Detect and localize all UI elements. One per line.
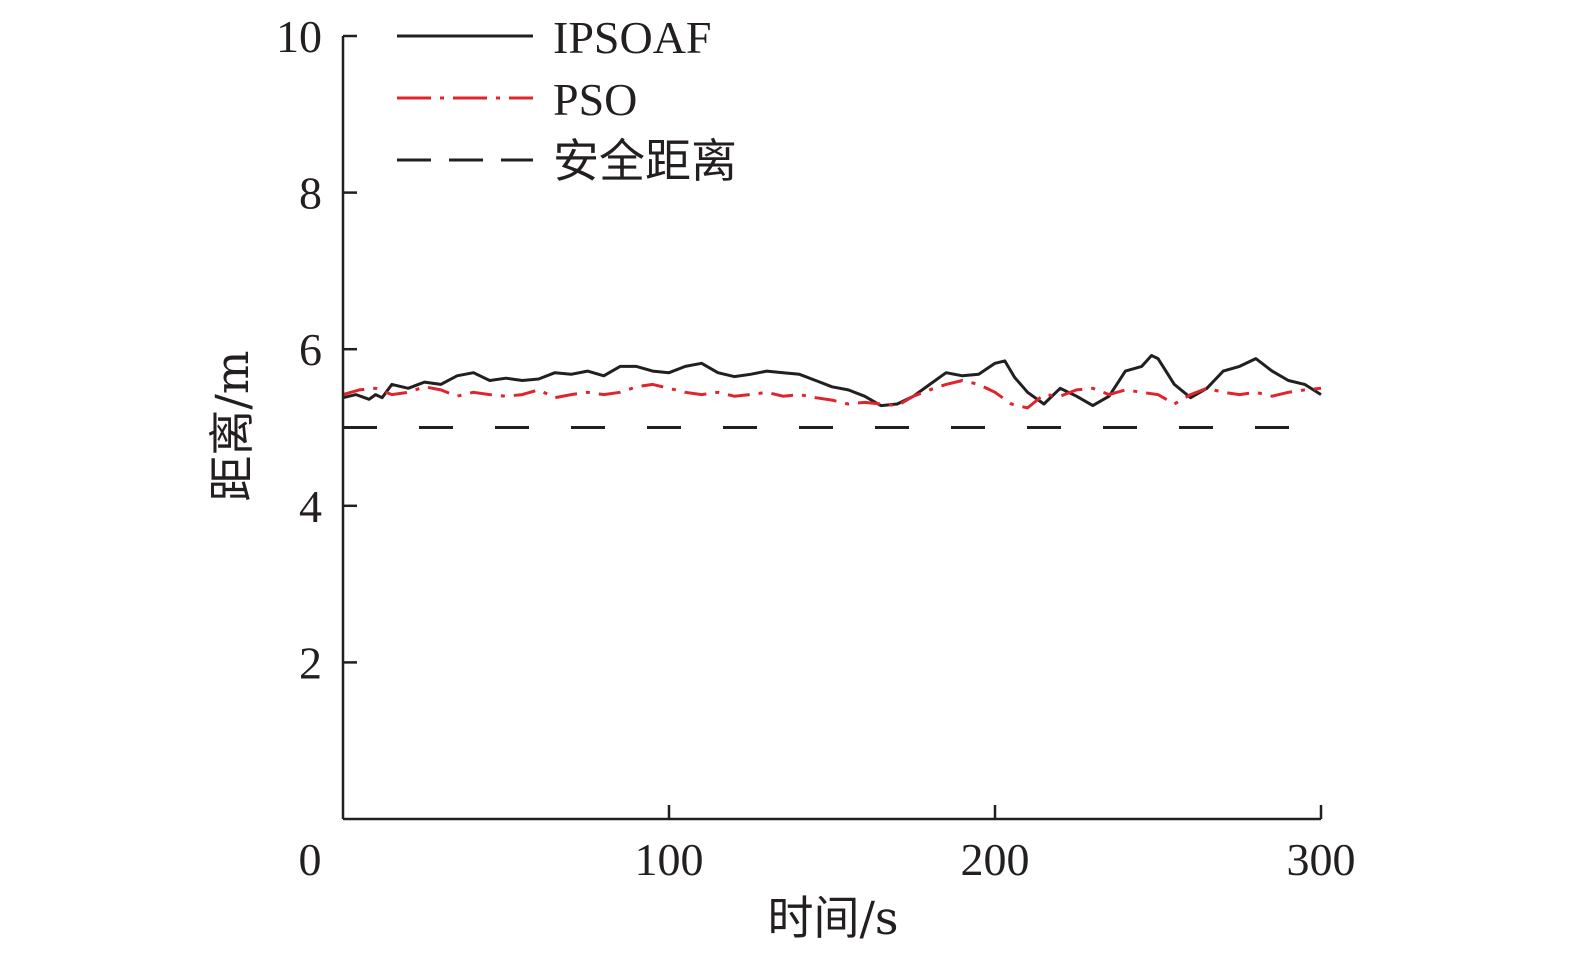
y-tick-label: 10	[276, 11, 322, 62]
series-line-1	[342, 354, 1322, 408]
axes	[341, 36, 1321, 821]
x-tick-label: 300	[1287, 834, 1356, 885]
x-tick-label: 0	[299, 834, 322, 885]
y-tick-label: 6	[299, 324, 322, 375]
x-tick-label: 200	[961, 834, 1030, 885]
legend-label-2: PSO	[553, 74, 637, 125]
y-tick-label: 8	[299, 168, 322, 219]
y-tick-label: 2	[299, 637, 322, 688]
y-axis-title: 距离/m	[205, 350, 259, 501]
series-line-2	[342, 379, 1322, 410]
legend-label-3: 安全距离	[553, 136, 737, 187]
y-tick-label: 4	[299, 481, 322, 532]
series-layer	[342, 354, 1322, 429]
tick-labels: 0 100 200 300 2 4 6 8 10	[276, 11, 1356, 885]
x-axis-title: 时间/s	[767, 891, 898, 945]
x-tick-label: 100	[635, 834, 704, 885]
legend-label-1: IPSOAF	[553, 12, 712, 63]
legend: IPSOAF PSO 安全距离	[397, 12, 737, 187]
